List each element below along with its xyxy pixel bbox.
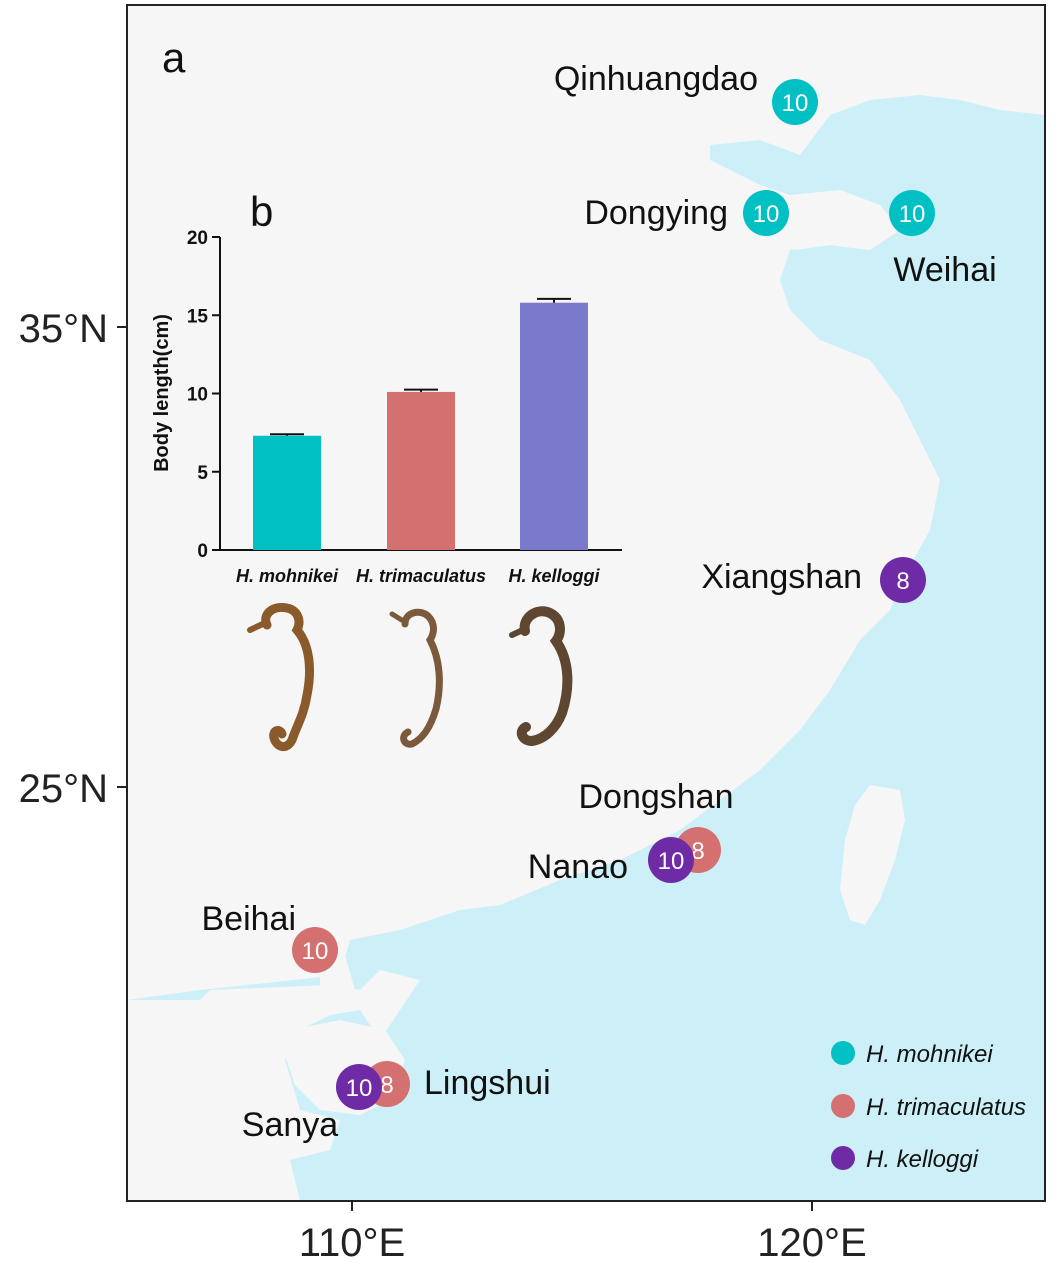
site-count: 8: [896, 568, 909, 595]
panel-b-label: b: [250, 188, 273, 235]
site-count: 10: [346, 1075, 373, 1102]
legend-label-kelloggi: H. kelloggi: [866, 1146, 979, 1173]
map-axes: 35°N 25°N 110°E 120°E: [19, 307, 867, 1263]
lon-label-110: 110°E: [299, 1221, 405, 1263]
chart-y-tick-label: 15: [187, 306, 209, 327]
site-marker-dongying: 10: [743, 190, 789, 236]
chart-category-label: H. kelloggi: [508, 566, 600, 586]
sea-area: [127, 95, 1045, 1201]
chart-y-tick-label: 0: [197, 541, 208, 562]
site-count: 10: [302, 938, 329, 965]
site-marker-qinhuangdao: 10: [772, 79, 818, 125]
site-count: 8: [691, 838, 704, 865]
legend-label-trimaculatus: H. trimaculatus: [866, 1094, 1026, 1121]
legend-swatch-trimaculatus: [831, 1094, 855, 1118]
site-count: 10: [782, 90, 809, 117]
legend-label-mohnikei: H. mohnikei: [866, 1041, 993, 1068]
site-marker-circle: [292, 927, 338, 973]
chart-bar: [387, 391, 455, 550]
chart-bars: H. mohnikei H. trimaculatus H. kelloggi: [236, 297, 601, 586]
site-marker-circle: [336, 1064, 382, 1110]
site-label-weihai: Weihai: [893, 251, 996, 289]
site-label-qinhuangdao: Qinhuangdao: [554, 60, 758, 98]
site-count: 10: [658, 848, 685, 875]
lat-label-35: 35°N: [19, 307, 108, 351]
lon-label-120: 120°E: [757, 1221, 866, 1263]
seahorse-images: [247, 602, 573, 751]
shandong-peninsula: [785, 195, 900, 250]
site-label-sanya: Sanya: [242, 1106, 338, 1144]
site-marker-weihai: 10: [889, 190, 935, 236]
site-marker-xiangshan: 8: [880, 557, 926, 603]
chart-y-tick-label: 5: [197, 463, 208, 484]
site-marker-circle: [880, 557, 926, 603]
taiwan-island: [840, 785, 905, 925]
site-label-beihai: Beihai: [201, 900, 296, 938]
chart-bar: [520, 302, 588, 550]
seahorse-kelloggi-image: [509, 606, 573, 747]
site-label-nanao: Nanao: [528, 848, 628, 886]
site-count: 10: [753, 201, 780, 228]
site-count: 10: [899, 201, 926, 228]
leizhou-peninsula: [320, 955, 355, 1010]
site-marker-beihai: 10: [292, 927, 338, 973]
panel-a-label: a: [162, 34, 186, 81]
chart-y-ticks: 0 5 10 15 20: [187, 228, 220, 562]
site-marker-circle: [648, 837, 694, 883]
legend-swatch-mohnikei: [831, 1041, 855, 1065]
site-label-xiangshan: Xiangshan: [701, 558, 862, 596]
site-marker-nanao: 10: [648, 837, 694, 883]
site-label-lingshui: Lingshui: [424, 1064, 551, 1102]
site-labels: Qinhuangdao Dongying Weihai Xiangshan Do…: [201, 60, 996, 1144]
legend-swatch-kelloggi: [831, 1146, 855, 1170]
body-length-chart: 0 5 10 15 20 H. mohnikei H. trimaculatus H. ke…: [151, 228, 622, 586]
legend: H. mohnikei H. trimaculatus H. kelloggi: [831, 1041, 1026, 1173]
map-panel: [126, 4, 1046, 1202]
site-label-dongshan: Dongshan: [578, 778, 733, 816]
lat-label-25: 25°N: [19, 767, 108, 811]
site-label-dongying: Dongying: [584, 194, 728, 232]
site-marker-circle: [743, 190, 789, 236]
site-marker-sanya: 10: [336, 1064, 382, 1110]
chart-bar: [253, 435, 321, 550]
chart-y-tick-label: 10: [187, 385, 208, 406]
map-frame: [126, 4, 1046, 1202]
chart-y-label: Body length(cm): [151, 314, 173, 472]
seahorse-mohnikei-image: [247, 602, 315, 751]
site-marker-circle: [772, 79, 818, 125]
seahorse-trimaculatus-image: [389, 608, 443, 748]
chart-category-label: H. trimaculatus: [356, 566, 486, 586]
site-count: 8: [380, 1072, 393, 1099]
chart-y-tick-label: 20: [187, 228, 208, 249]
site-marker-circle: [889, 190, 935, 236]
chart-category-label: H. mohnikei: [236, 566, 339, 586]
